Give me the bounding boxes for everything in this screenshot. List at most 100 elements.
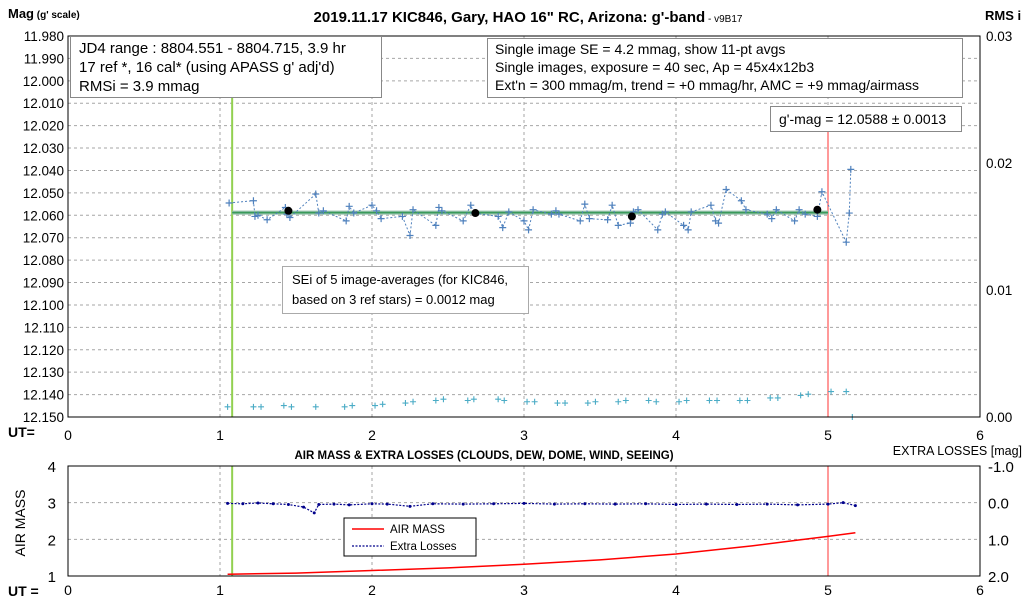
- y-tick-label: 12.050: [23, 186, 64, 201]
- single-image-point: [552, 207, 560, 215]
- bottom-y2-tick-label: 0.0: [988, 496, 1009, 513]
- y-tick-label: 12.120: [23, 343, 64, 358]
- single-image-point: [499, 224, 507, 232]
- legend-extra-losses-label: Extra Losses: [390, 541, 457, 553]
- rmsi-point: [470, 396, 477, 403]
- single-image-point: [254, 211, 262, 219]
- bottom-y2-axis-label: EXTRA LOSSES [mag]: [893, 444, 1022, 458]
- single-image-point: [680, 221, 688, 229]
- rmsi-point: [805, 391, 812, 398]
- x-tick-label: 6: [976, 427, 984, 443]
- single-image-point: [654, 226, 662, 234]
- rmsi-point: [714, 397, 721, 404]
- x-tick-label: 2: [368, 427, 376, 443]
- y-tick-label: 12.080: [23, 253, 64, 268]
- rmsi-point: [402, 400, 409, 407]
- extra-losses-point: [256, 501, 260, 505]
- rmsi-point: [464, 397, 471, 404]
- y-axis-label: Mag (g' scale): [8, 6, 80, 21]
- rmsi-point: [562, 400, 569, 407]
- single-image-point: [459, 217, 467, 225]
- rmsi-point: [653, 398, 660, 405]
- bottom-x-tick-label: 2: [368, 582, 376, 598]
- extra-losses-point: [431, 502, 435, 506]
- rmsi-point: [432, 397, 439, 404]
- extra-losses-point: [583, 502, 587, 506]
- rmsi-point: [843, 388, 850, 395]
- rmsi-point: [341, 403, 348, 410]
- single-image-point: [398, 212, 406, 220]
- extra-losses-point: [347, 503, 351, 507]
- y-tick-label: 12.000: [23, 74, 64, 89]
- bottom-x-tick-label: 3: [520, 582, 528, 598]
- bottom-y2-tick-label: 1.0: [988, 532, 1009, 549]
- rmsi-point: [440, 396, 447, 403]
- rmsi-point: [554, 400, 561, 407]
- bottom-x-axis-label: UT =: [8, 583, 39, 599]
- single-image-point: [845, 209, 853, 217]
- single-image-point: [312, 190, 320, 198]
- single-image-point: [742, 206, 750, 214]
- single-image-point: [795, 206, 803, 214]
- rmsi-point: [797, 392, 804, 399]
- bottom-x-tick-label: 1: [216, 582, 224, 598]
- single-image-point: [626, 219, 634, 227]
- sei-line-2: based on 3 ref stars) = 0.0012 mag: [292, 292, 495, 307]
- bottom-y-tick-label: 2: [48, 532, 56, 549]
- rmsi-point: [280, 402, 287, 409]
- bottom-y-tick-label: 3: [48, 496, 56, 513]
- extra-losses-point: [826, 502, 830, 506]
- extra-losses-point: [522, 501, 526, 505]
- single-image-point: [251, 212, 259, 220]
- extra-losses-point: [226, 501, 230, 505]
- x-tick-label: 1: [216, 427, 224, 443]
- rmsi-point: [683, 397, 690, 404]
- single-image-point: [409, 206, 417, 214]
- bottom-y-axis-label: AIR MASS: [12, 490, 28, 557]
- single-image-point: [813, 212, 821, 220]
- air-mass-line: [227, 531, 856, 575]
- single-image-point: [432, 221, 440, 229]
- y-tick-label: 12.130: [23, 365, 64, 380]
- single-image-point: [722, 186, 730, 194]
- single-image-point: [818, 188, 826, 196]
- gmag-value: g'-mag = 12.0588 ± 0.0013: [779, 111, 947, 127]
- rmsi-point: [524, 398, 531, 405]
- single-image-point: [687, 208, 695, 216]
- y-tick-label: 12.070: [23, 231, 64, 246]
- extra-losses-point: [286, 503, 290, 506]
- single-image-point: [377, 215, 385, 223]
- bottom-chart-title: AIR MASS & EXTRA LOSSES (CLOUDS, DEW, DO…: [294, 450, 673, 462]
- single-image-box: Single image SE = 4.2 mmag, show 11-pt a…: [487, 38, 963, 98]
- y-tick-label: 12.060: [23, 208, 64, 223]
- image-average-point: [627, 212, 636, 221]
- image-average-point: [471, 209, 480, 218]
- single-image-point: [684, 226, 692, 234]
- single-image-point: [467, 201, 475, 209]
- extra-losses-point: [370, 502, 374, 506]
- single-image-point: [505, 208, 513, 216]
- gmag-box: g'-mag = 12.0588 ± 0.0013: [770, 106, 962, 132]
- rmsi-point: [495, 396, 502, 403]
- jd-range-line-2: 17 ref *, 16 cal* (using APASS g' adj'd): [79, 59, 335, 76]
- single-image-point: [763, 210, 771, 218]
- rmsi-point: [531, 398, 538, 405]
- y2-tick-label: 0.03: [986, 29, 1012, 44]
- bottom-x-tick-label: 0: [64, 582, 72, 598]
- single-image-point: [585, 215, 593, 223]
- rmsi-point: [736, 397, 743, 404]
- single-image-point: [368, 201, 376, 209]
- y2-tick-label: 0.00: [986, 410, 1012, 425]
- single-image-point: [661, 208, 669, 216]
- single-image-point: [319, 207, 327, 215]
- x-tick-label: 4: [672, 427, 680, 443]
- single-image-point: [373, 207, 381, 215]
- y-tick-label: 12.010: [23, 96, 64, 111]
- rmsi-point: [615, 398, 622, 405]
- extra-losses-point: [765, 502, 769, 506]
- bottom-y-tick-label: 1: [48, 569, 56, 586]
- extra-losses-point: [704, 502, 708, 506]
- rmsi-point: [767, 394, 774, 401]
- single-image-point: [406, 231, 414, 239]
- single-image-point: [604, 216, 612, 224]
